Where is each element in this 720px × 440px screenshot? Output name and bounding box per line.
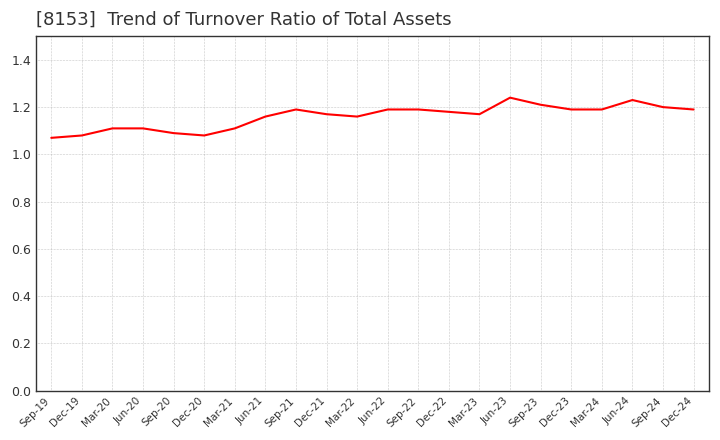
Text: [8153]  Trend of Turnover Ratio of Total Assets: [8153] Trend of Turnover Ratio of Total … — [36, 11, 451, 29]
